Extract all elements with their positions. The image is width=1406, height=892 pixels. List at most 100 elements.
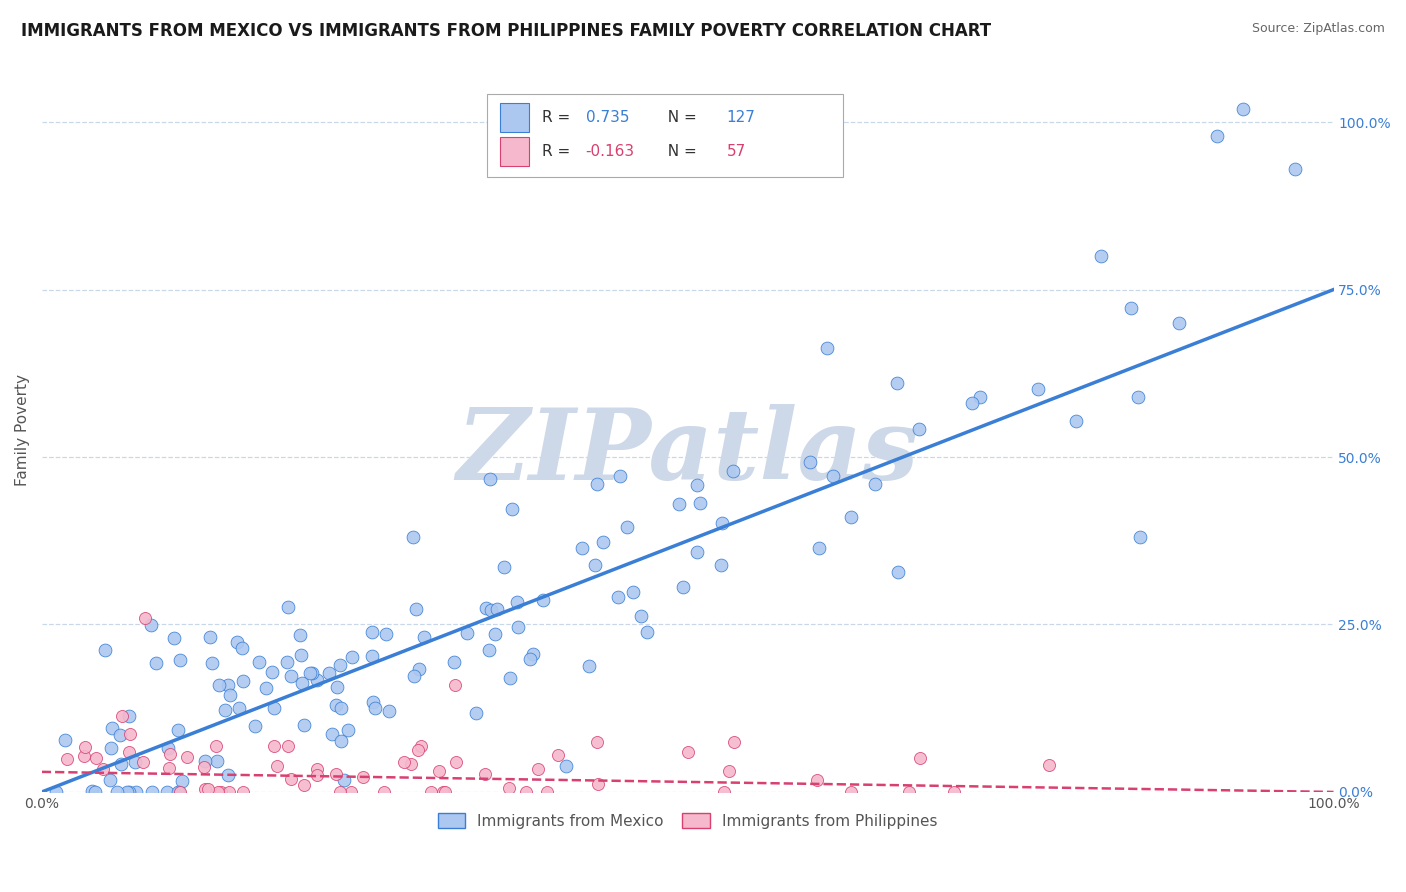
Point bbox=[197, 782, 219, 797]
Point bbox=[360, 648, 382, 663]
Point bbox=[411, 739, 433, 753]
Point bbox=[329, 785, 352, 799]
Point bbox=[586, 735, 609, 749]
Point bbox=[406, 743, 429, 757]
Point bbox=[292, 778, 315, 792]
Point bbox=[477, 643, 499, 657]
Point bbox=[474, 767, 496, 781]
Point bbox=[808, 541, 831, 556]
Point bbox=[291, 676, 314, 690]
Point bbox=[377, 704, 399, 718]
Point bbox=[214, 703, 236, 717]
Point bbox=[131, 756, 153, 770]
Point bbox=[361, 695, 384, 709]
Point bbox=[321, 727, 343, 741]
Point bbox=[117, 745, 139, 759]
Point bbox=[402, 530, 425, 544]
Point bbox=[134, 611, 156, 625]
Point bbox=[686, 478, 709, 492]
Point bbox=[886, 565, 908, 579]
Point bbox=[169, 653, 191, 667]
Point bbox=[711, 516, 734, 530]
Point bbox=[94, 643, 117, 657]
Point bbox=[125, 785, 148, 799]
Point bbox=[583, 558, 606, 572]
Point bbox=[53, 733, 76, 747]
Point bbox=[232, 673, 254, 688]
Point bbox=[527, 762, 550, 776]
Point bbox=[1038, 758, 1060, 772]
Point bbox=[110, 727, 132, 741]
Point bbox=[339, 785, 361, 799]
Point bbox=[609, 469, 631, 483]
Point bbox=[1090, 249, 1112, 263]
Y-axis label: Family Poverty: Family Poverty bbox=[15, 375, 30, 486]
Text: 57: 57 bbox=[727, 145, 745, 159]
Point bbox=[506, 595, 529, 609]
Point bbox=[519, 652, 541, 666]
Point bbox=[578, 659, 600, 673]
Point bbox=[226, 635, 249, 649]
Point bbox=[621, 585, 644, 599]
Point bbox=[506, 620, 529, 634]
Point bbox=[499, 672, 522, 686]
Point bbox=[942, 785, 965, 799]
Point bbox=[444, 678, 467, 692]
Point bbox=[326, 680, 349, 694]
Point bbox=[166, 723, 188, 737]
Point bbox=[80, 783, 103, 797]
Point bbox=[194, 754, 217, 768]
Point bbox=[232, 784, 254, 798]
Point bbox=[668, 496, 690, 510]
Point bbox=[217, 768, 239, 782]
Point bbox=[689, 496, 711, 510]
Point bbox=[298, 666, 321, 681]
Point bbox=[204, 739, 226, 753]
Point bbox=[375, 627, 398, 641]
Point bbox=[118, 726, 141, 740]
Text: Source: ZipAtlas.com: Source: ZipAtlas.com bbox=[1251, 22, 1385, 36]
Bar bbox=[501, 103, 529, 132]
Point bbox=[479, 602, 502, 616]
Point bbox=[886, 376, 908, 390]
Point bbox=[898, 785, 921, 799]
Point bbox=[474, 601, 496, 615]
Point bbox=[169, 785, 191, 799]
Point bbox=[336, 723, 359, 737]
Point bbox=[118, 709, 141, 723]
Point bbox=[522, 648, 544, 662]
Point bbox=[686, 545, 709, 559]
Text: N =: N = bbox=[658, 111, 702, 125]
Point bbox=[218, 785, 240, 799]
Point bbox=[84, 785, 107, 799]
Point bbox=[124, 755, 146, 769]
Point bbox=[485, 602, 508, 616]
Point bbox=[405, 601, 427, 615]
Point bbox=[799, 455, 821, 469]
Point bbox=[515, 785, 537, 799]
Point bbox=[432, 785, 454, 799]
Point bbox=[276, 655, 298, 669]
Point bbox=[110, 757, 132, 772]
Point bbox=[363, 701, 385, 715]
Point bbox=[231, 641, 253, 656]
Point bbox=[100, 740, 122, 755]
Point bbox=[492, 560, 515, 574]
Point bbox=[277, 599, 299, 614]
Point bbox=[207, 785, 229, 799]
Point bbox=[325, 766, 347, 780]
Point bbox=[606, 590, 628, 604]
Point bbox=[721, 464, 744, 478]
Point bbox=[249, 656, 271, 670]
Text: N =: N = bbox=[658, 145, 702, 159]
Point bbox=[105, 785, 128, 799]
Point bbox=[1284, 161, 1306, 176]
Point bbox=[167, 785, 190, 799]
Point bbox=[456, 626, 478, 640]
Point bbox=[630, 609, 652, 624]
Point bbox=[332, 773, 354, 788]
Text: IMMIGRANTS FROM MEXICO VS IMMIGRANTS FROM PHILIPPINES FAMILY POVERTY CORRELATION: IMMIGRANTS FROM MEXICO VS IMMIGRANTS FRO… bbox=[21, 22, 991, 40]
Point bbox=[444, 755, 467, 769]
Point bbox=[266, 759, 288, 773]
Point bbox=[292, 718, 315, 732]
